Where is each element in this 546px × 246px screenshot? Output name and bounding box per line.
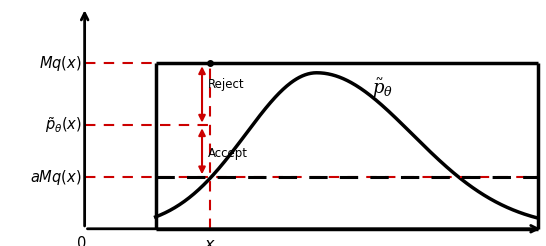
Text: $\tilde{p}_{\theta}(x)$: $\tilde{p}_{\theta}(x)$ [45,116,82,135]
Text: $aMq(x)$: $aMq(x)$ [30,168,82,187]
Text: Accept: Accept [207,147,247,160]
Text: $x$: $x$ [204,237,216,246]
Text: $Mq(x)$: $Mq(x)$ [39,54,82,73]
Text: $\tilde{p}_{\theta}$: $\tilde{p}_{\theta}$ [372,77,393,100]
Text: Reject: Reject [207,78,244,91]
Text: $0$: $0$ [75,235,86,246]
